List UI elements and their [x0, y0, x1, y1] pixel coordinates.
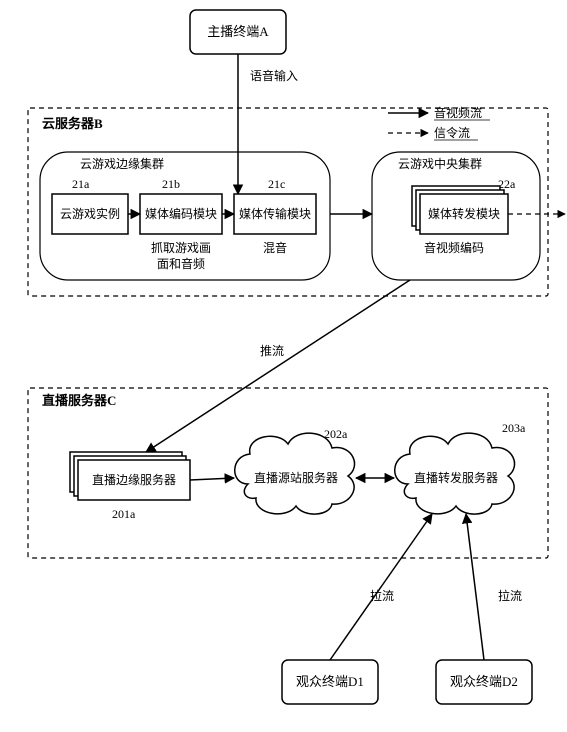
- node-host-a-label: 主播终端A: [207, 24, 269, 39]
- edge-pull-d2-label: 拉流: [498, 588, 522, 603]
- sub-21b-l1: 抓取游戏画: [151, 241, 211, 255]
- sub-21c: 混音: [263, 240, 287, 255]
- node-22a-label: 媒体转发模块: [428, 206, 500, 221]
- container-live-c-title: 直播服务器C: [42, 393, 116, 408]
- sub-21b-l2: 面和音频: [157, 256, 205, 271]
- cluster-edge-title: 云游戏边缘集群: [80, 156, 164, 171]
- node-202a-num: 202a: [324, 427, 348, 441]
- diagram-canvas: 主播终端A 语音输入 云服务器B 音视频流 信令流 云游戏边缘集群 云游戏中央集…: [0, 0, 567, 732]
- container-cloud-b-title: 云服务器B: [42, 116, 103, 131]
- node-203a-num: 203a: [502, 421, 526, 435]
- node-203a-label: 直播转发服务器: [414, 470, 498, 485]
- node-viewer-d1-label: 观众终端D1: [296, 674, 364, 689]
- node-21b-num: 21b: [162, 177, 180, 191]
- node-21b-label: 媒体编码模块: [145, 206, 217, 221]
- node-viewer-d2-label: 观众终端D2: [450, 674, 518, 689]
- node-201a-num: 201a: [112, 507, 136, 521]
- edge-pull-d2: [466, 514, 484, 660]
- edge-push-label: 推流: [260, 344, 284, 358]
- cluster-central-title: 云游戏中央集群: [398, 156, 482, 171]
- edge-voice-label: 语音输入: [250, 68, 298, 83]
- edge-pull-d1: [330, 514, 432, 660]
- sub-22a: 音视频编码: [424, 240, 484, 255]
- edge-push: [146, 280, 410, 452]
- node-21c-num: 21c: [268, 177, 285, 191]
- node-201a-label: 直播边缘服务器: [92, 472, 176, 487]
- node-21a-num: 21a: [72, 177, 90, 191]
- legend-sig-label: 信令流: [434, 125, 470, 140]
- legend-av-label: 音视频流: [434, 105, 482, 120]
- edge-201-202: [190, 478, 234, 480]
- edge-pull-d1-label: 拉流: [370, 588, 394, 603]
- node-21a-label: 云游戏实例: [60, 206, 120, 221]
- node-21c-label: 媒体传输模块: [239, 206, 311, 221]
- node-202a-label: 直播源站服务器: [254, 470, 338, 485]
